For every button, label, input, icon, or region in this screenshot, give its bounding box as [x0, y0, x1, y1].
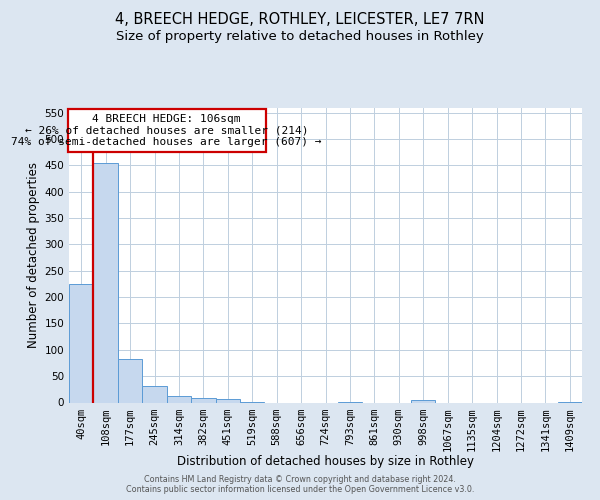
Bar [142, 386, 167, 402]
Y-axis label: Number of detached properties: Number of detached properties [27, 162, 40, 348]
Text: Contains public sector information licensed under the Open Government Licence v3: Contains public sector information licen… [126, 485, 474, 494]
Text: 74% of semi-detached houses are larger (607) →: 74% of semi-detached houses are larger (… [11, 138, 322, 147]
X-axis label: Distribution of detached houses by size in Rothley: Distribution of detached houses by size … [177, 456, 474, 468]
Bar [191, 398, 215, 402]
Bar [167, 396, 191, 402]
Text: 4 BREECH HEDGE: 106sqm: 4 BREECH HEDGE: 106sqm [92, 114, 241, 124]
Bar [411, 400, 436, 402]
Bar [69, 284, 94, 403]
Text: Contains HM Land Registry data © Crown copyright and database right 2024.: Contains HM Land Registry data © Crown c… [144, 475, 456, 484]
Bar [118, 359, 142, 403]
Bar [215, 400, 240, 402]
Text: Size of property relative to detached houses in Rothley: Size of property relative to detached ho… [116, 30, 484, 43]
Bar [94, 163, 118, 402]
Text: ← 26% of detached houses are smaller (214): ← 26% of detached houses are smaller (21… [25, 126, 308, 136]
Text: 4, BREECH HEDGE, ROTHLEY, LEICESTER, LE7 7RN: 4, BREECH HEDGE, ROTHLEY, LEICESTER, LE7… [115, 12, 485, 28]
